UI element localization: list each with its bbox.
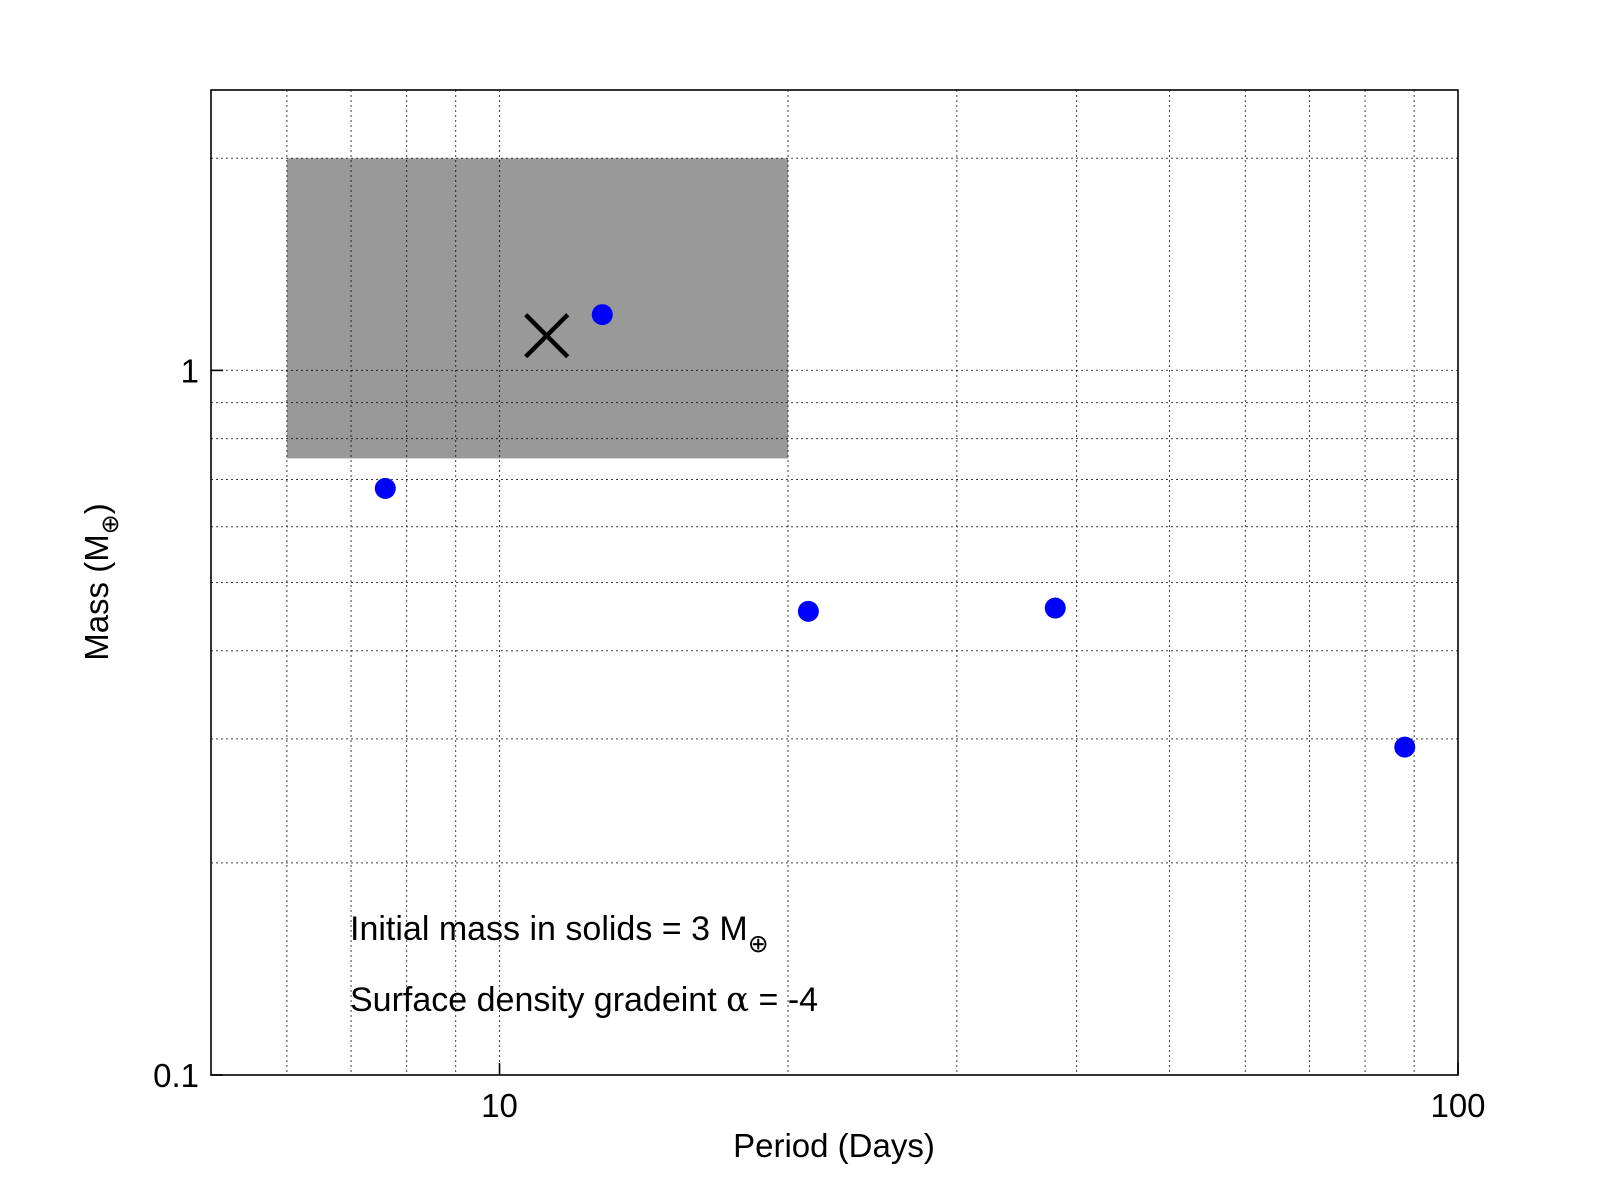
shaded-region <box>286 158 789 459</box>
annotation-surface-density-alpha: α <box>726 980 749 1020</box>
y-tick-label: 0.1 <box>153 1057 199 1094</box>
data-point <box>591 304 613 326</box>
annotation-surface-density-value: = -4 <box>749 981 818 1019</box>
y-tick-label: 1 <box>181 352 199 389</box>
y-axis-label-close: ) <box>78 503 115 514</box>
x-axis-label: Period (Days) <box>733 1127 935 1164</box>
annotation-surface-density: Surface density gradeint α = -4 <box>350 980 818 1020</box>
x-tick-label: 10 <box>481 1087 518 1124</box>
svg-text:Mass (M⊕): Mass (M⊕) <box>78 503 124 661</box>
data-point <box>797 600 819 622</box>
y-axis-label: Mass (M⊕) <box>78 503 124 661</box>
y-axis-label-subscript: ⊕ <box>97 514 124 534</box>
annotation-surface-density-text: Surface density gradeint <box>350 981 726 1019</box>
data-point <box>1394 736 1416 758</box>
plot-frame <box>210 89 1459 1076</box>
data-point <box>1044 597 1066 619</box>
annotation-initial-mass-subscript: ⊕ <box>748 930 769 958</box>
data-point <box>374 477 396 499</box>
x-tick-label: 100 <box>1430 1087 1485 1124</box>
y-axis-label-text: Mass (M <box>78 534 115 661</box>
x-marker-stroke <box>524 313 570 359</box>
annotation-initial-mass-text: Initial mass in solids = 3 M <box>350 910 748 948</box>
annotation-initial-mass: Initial mass in solids = 3 M⊕ <box>350 910 769 958</box>
x-marker <box>524 313 570 359</box>
